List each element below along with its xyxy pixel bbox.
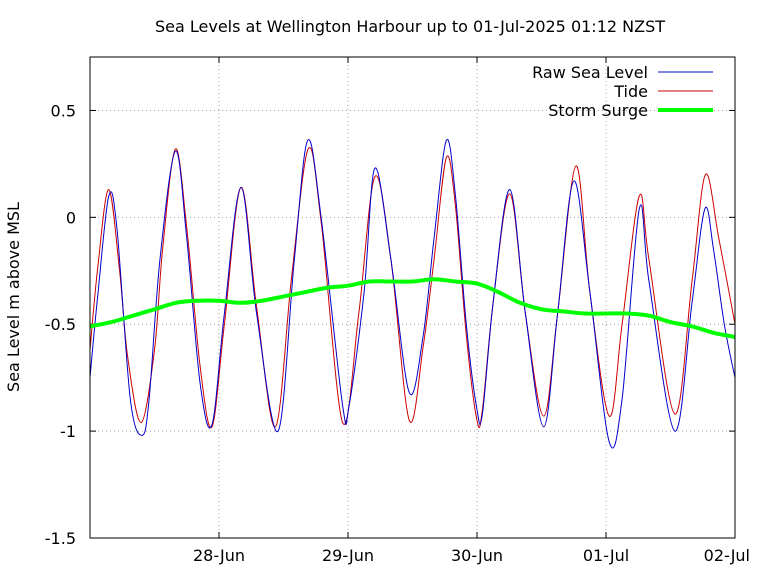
series-line-raw-sea-level bbox=[90, 138, 735, 449]
series-line-storm-surge bbox=[90, 277, 735, 339]
y-tick-label: 0 bbox=[66, 208, 76, 227]
legend-label-raw-sea-level: Raw Sea Level bbox=[532, 63, 648, 82]
y-tick-label: -1 bbox=[60, 422, 76, 441]
plot-area bbox=[90, 138, 735, 449]
x-tick-label: 29-Jun bbox=[322, 546, 374, 565]
x-tick-label: 28-Jun bbox=[193, 546, 245, 565]
axis-tick-labels: 0.5 0 -0.5 -1 -1.5 28-Jun 29-Jun 30-Jun 01-Jul 02… bbox=[45, 101, 750, 565]
y-tick-label: -1.5 bbox=[45, 529, 76, 548]
series-line-tide bbox=[90, 146, 735, 429]
grid bbox=[90, 57, 736, 539]
y-axis-label: Sea Level m above MSL bbox=[4, 202, 23, 392]
chart-title: Sea Levels at Wellington Harbour up to 0… bbox=[155, 17, 665, 36]
y-tick-label: 0.5 bbox=[51, 101, 76, 120]
y-tick-label: -0.5 bbox=[45, 315, 76, 334]
plot-frame bbox=[89, 56, 736, 539]
x-tick-label: 01-Jul bbox=[583, 546, 629, 565]
legend-label-storm-surge: Storm Surge bbox=[548, 101, 648, 120]
x-tick-label: 02-Jul bbox=[704, 546, 750, 565]
legend-label-tide: Tide bbox=[613, 82, 648, 101]
x-tick-label: 30-Jun bbox=[451, 546, 503, 565]
